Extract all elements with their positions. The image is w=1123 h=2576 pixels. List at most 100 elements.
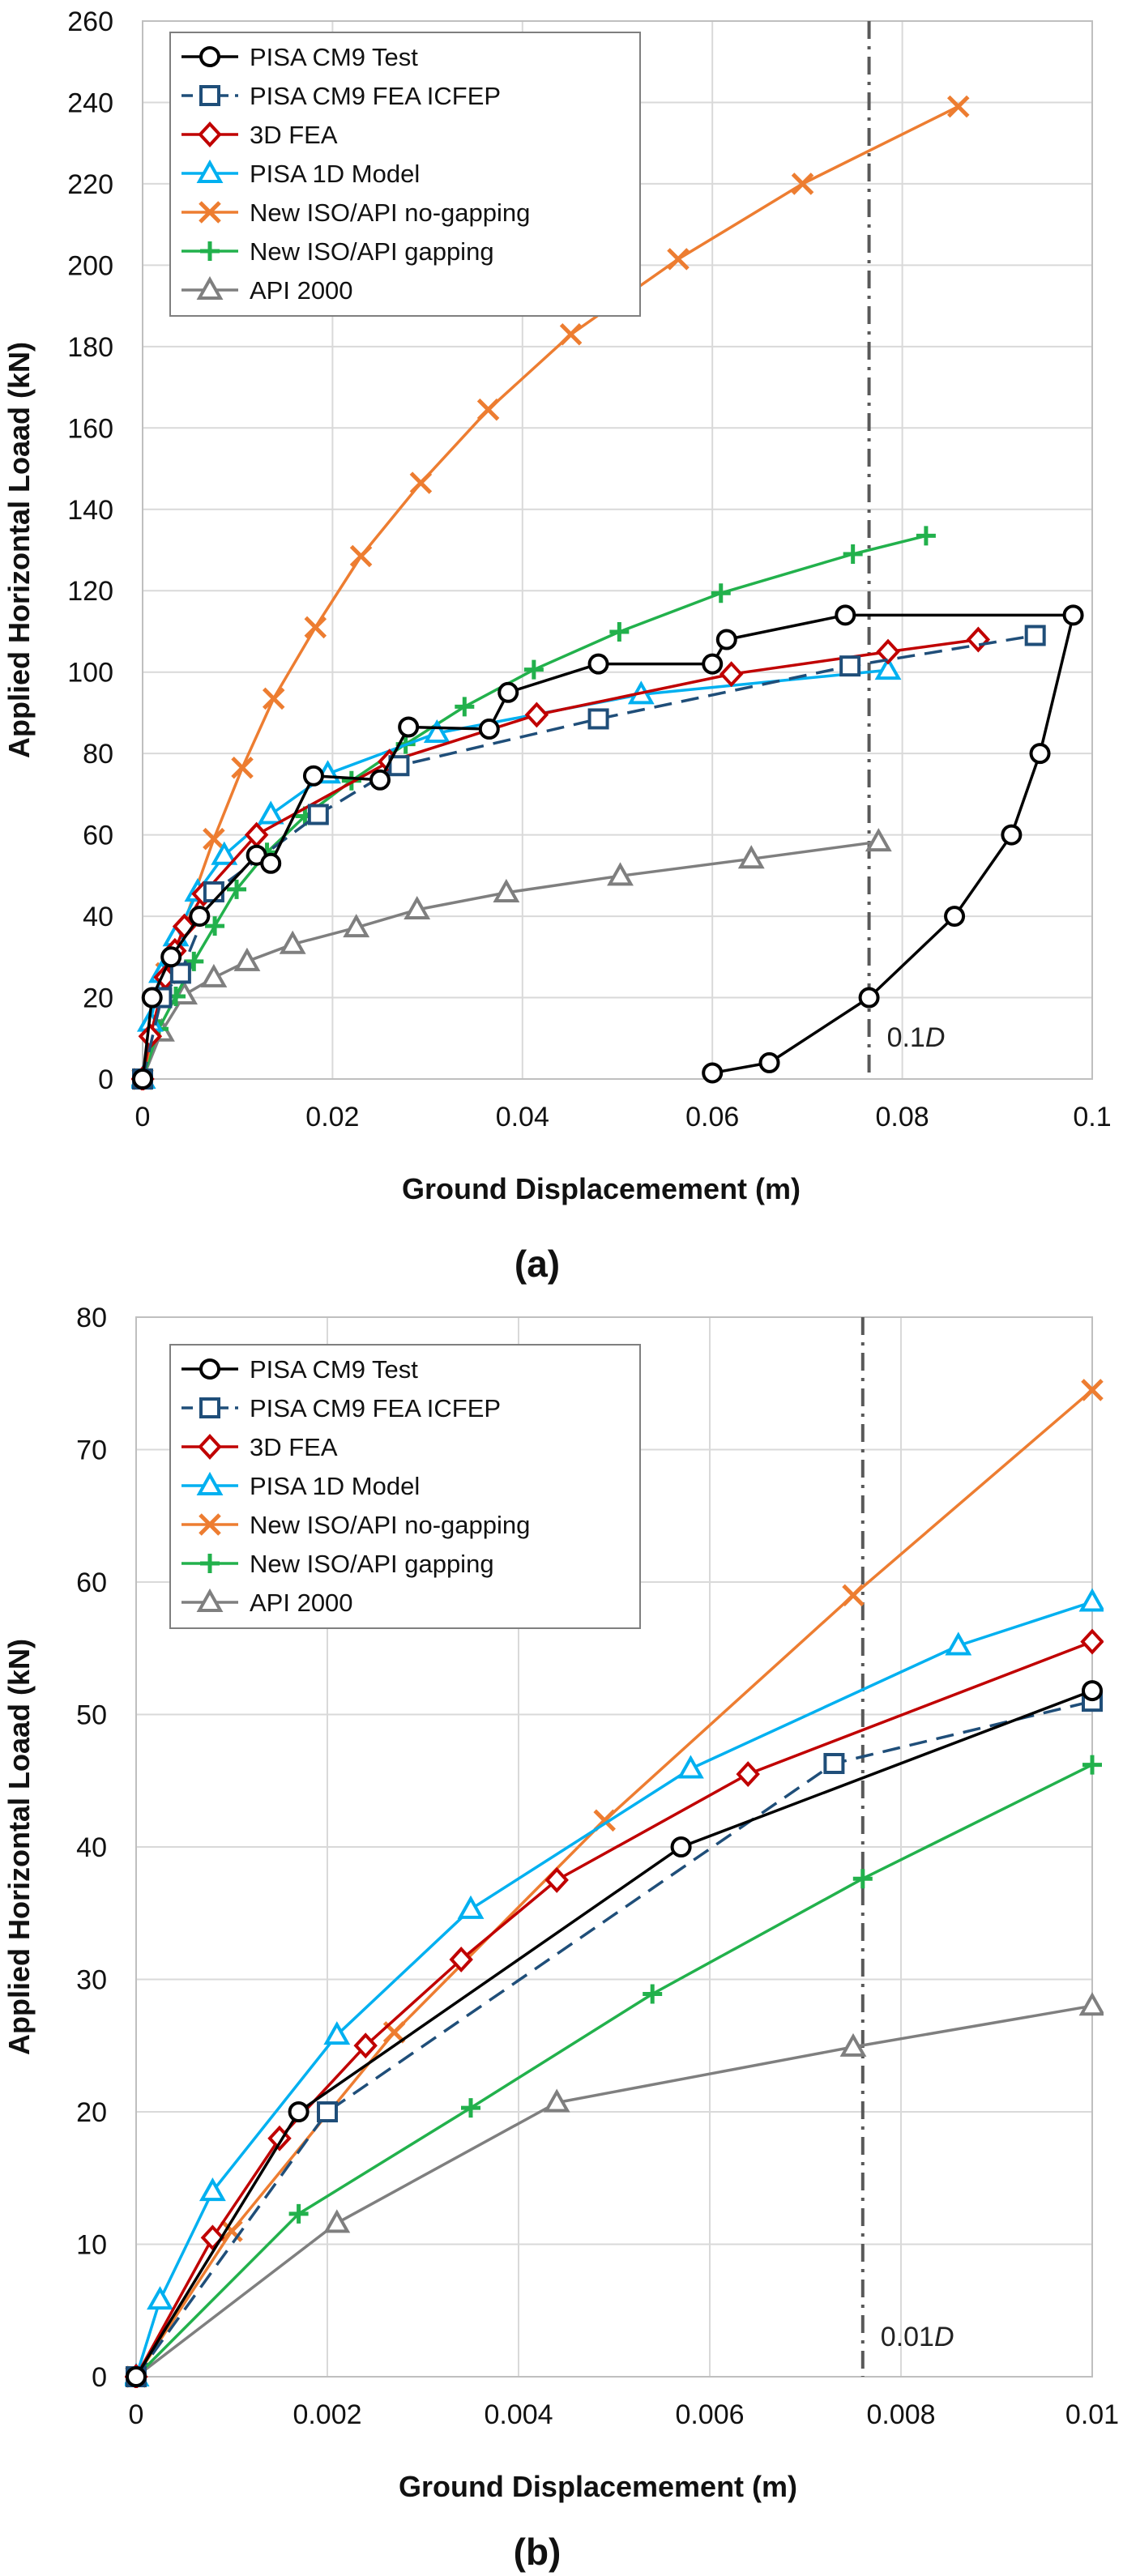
data-point xyxy=(1062,604,1084,626)
data-point xyxy=(1029,743,1051,765)
legend-marker xyxy=(200,1554,220,1573)
data-point xyxy=(823,1752,845,1774)
legend: PISA CM9 Test PISA CM9 FEA ICFEP 3D FEA PIS… xyxy=(169,32,641,317)
data-point xyxy=(758,1051,780,1073)
y-tick-label: 240 xyxy=(67,87,113,118)
data-point xyxy=(1078,1992,1104,2016)
data-point xyxy=(587,653,609,675)
legend-marker xyxy=(199,1397,220,1418)
y-tick-label: 260 xyxy=(67,6,113,37)
data-point xyxy=(839,2032,867,2057)
data-point xyxy=(317,2101,338,2122)
y-tick-label: 120 xyxy=(67,576,113,607)
data-point xyxy=(353,2032,378,2059)
legend-label: API 2000 xyxy=(250,276,353,305)
data-point xyxy=(587,708,609,730)
data-point xyxy=(842,1584,865,1607)
y-tick-label: 10 xyxy=(76,2230,107,2261)
y-axis-title: Applied Horizontal Loaad (kN) xyxy=(2,1639,36,2055)
data-point xyxy=(667,248,690,271)
data-point xyxy=(423,719,450,744)
data-point xyxy=(141,987,163,1009)
series-line xyxy=(141,613,1075,1080)
legend: PISA CM9 Test PISA CM9 FEA ICFEP 3D FEA PIS… xyxy=(169,1344,641,1629)
series-pisa-cm9-fea-icfep xyxy=(126,1691,1103,2387)
data-point xyxy=(945,1631,972,1656)
data-point xyxy=(643,1984,663,2004)
reference-vline-symbol: D xyxy=(925,1022,946,1053)
data-point xyxy=(302,765,324,787)
legend-label: API 2000 xyxy=(250,1589,353,1617)
legend-marker xyxy=(196,159,224,183)
data-point xyxy=(607,862,634,886)
data-point xyxy=(843,544,863,565)
data-point xyxy=(544,1866,569,1893)
data-point xyxy=(288,2203,309,2224)
data-point xyxy=(670,1836,692,1857)
data-point xyxy=(323,2021,351,2045)
data-point xyxy=(715,629,737,650)
data-point xyxy=(524,702,549,728)
data-point xyxy=(874,656,902,680)
data-point xyxy=(369,769,391,791)
data-point xyxy=(398,716,420,738)
reference-vline-value: 0.1 xyxy=(887,1022,925,1053)
legend-label: PISA 1D Model xyxy=(250,160,420,188)
series-api-2000 xyxy=(131,828,892,1089)
x-tick-label: 0.002 xyxy=(292,2399,361,2430)
data-point xyxy=(169,962,191,984)
data-point xyxy=(457,1895,485,1919)
y-tick-label: 180 xyxy=(67,332,113,363)
legend-marker xyxy=(196,1588,224,1612)
data-point xyxy=(702,653,724,675)
data-point xyxy=(343,914,370,938)
series-group xyxy=(131,95,1084,1090)
data-point xyxy=(203,827,225,851)
y-tick-label: 220 xyxy=(67,169,113,200)
y-tick-label: 20 xyxy=(83,983,113,1014)
data-point xyxy=(497,681,519,703)
legend-label: PISA CM9 Test xyxy=(250,43,418,71)
data-point xyxy=(946,95,970,118)
legend-label: New ISO/API no-gapping xyxy=(250,1511,530,1539)
data-point xyxy=(736,1761,760,1788)
data-point xyxy=(876,638,900,665)
y-tick-label: 30 xyxy=(76,1965,107,1996)
data-point xyxy=(189,906,211,928)
x-tick-label: 0.06 xyxy=(685,1102,739,1132)
data-point xyxy=(409,471,433,494)
data-point xyxy=(404,895,431,920)
legend-label: PISA CM9 Test xyxy=(250,1355,418,1384)
y-tick-label: 80 xyxy=(76,1303,107,1333)
series-new-iso-api-gapping xyxy=(133,526,936,1089)
y-axis-title: Applied Horizontal Loaad (kN) xyxy=(2,342,36,758)
y-tick-label: 70 xyxy=(76,1435,107,1466)
data-point xyxy=(349,544,373,568)
legend-marker xyxy=(198,122,222,147)
x-tick-label: 0.04 xyxy=(496,1102,549,1132)
x-tick-label: 0.004 xyxy=(484,2399,553,2430)
y-tick-label: 160 xyxy=(67,413,113,444)
data-point xyxy=(559,323,583,346)
data-point xyxy=(341,770,361,791)
x-tick-label: 0.1 xyxy=(1073,1102,1111,1132)
data-point xyxy=(260,852,282,874)
data-point xyxy=(865,828,892,852)
y-tick-label: 200 xyxy=(67,250,113,281)
data-point xyxy=(126,2366,147,2387)
x-tick-label: 0 xyxy=(135,1102,151,1132)
x-axis-title: Ground Displacemement (m) xyxy=(399,2470,797,2503)
data-point xyxy=(677,1755,704,1779)
data-point xyxy=(852,1869,873,1889)
series-line xyxy=(135,1640,1093,2378)
legend-marker xyxy=(199,1358,220,1380)
y-tick-label: 0 xyxy=(98,1064,113,1095)
data-point xyxy=(132,1068,153,1090)
y-tick-label: 100 xyxy=(67,658,113,689)
data-point xyxy=(711,583,731,603)
series-line xyxy=(135,1700,1093,2378)
reference-vline-label: 0.01D xyxy=(881,2322,954,2352)
data-point xyxy=(478,719,500,740)
data-point xyxy=(1080,1628,1104,1655)
